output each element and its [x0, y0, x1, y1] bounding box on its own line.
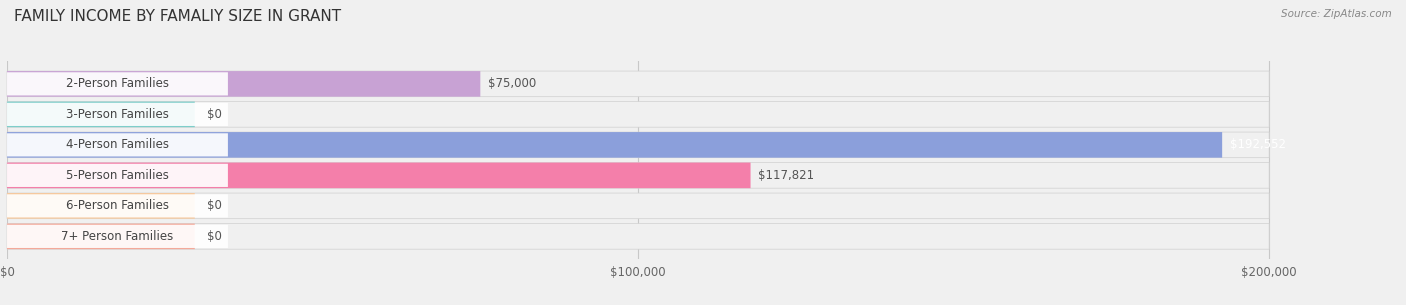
- Text: 6-Person Families: 6-Person Families: [66, 199, 169, 212]
- Text: 2-Person Families: 2-Person Families: [66, 77, 169, 90]
- Text: FAMILY INCOME BY FAMALIY SIZE IN GRANT: FAMILY INCOME BY FAMALIY SIZE IN GRANT: [14, 9, 342, 24]
- FancyBboxPatch shape: [7, 102, 1270, 127]
- FancyBboxPatch shape: [7, 194, 228, 217]
- FancyBboxPatch shape: [7, 71, 481, 97]
- Text: $0: $0: [208, 108, 222, 121]
- FancyBboxPatch shape: [7, 103, 228, 126]
- FancyBboxPatch shape: [7, 225, 228, 248]
- FancyBboxPatch shape: [7, 71, 1270, 97]
- Text: 3-Person Families: 3-Person Families: [66, 108, 169, 121]
- FancyBboxPatch shape: [7, 224, 195, 249]
- Text: $0: $0: [208, 199, 222, 212]
- FancyBboxPatch shape: [7, 133, 228, 156]
- Text: $117,821: $117,821: [758, 169, 814, 182]
- Text: 5-Person Families: 5-Person Families: [66, 169, 169, 182]
- FancyBboxPatch shape: [7, 164, 228, 187]
- FancyBboxPatch shape: [7, 132, 1222, 158]
- FancyBboxPatch shape: [7, 224, 1270, 249]
- Text: 4-Person Families: 4-Person Families: [66, 138, 169, 151]
- FancyBboxPatch shape: [7, 193, 1270, 219]
- Text: Source: ZipAtlas.com: Source: ZipAtlas.com: [1281, 9, 1392, 19]
- FancyBboxPatch shape: [7, 72, 228, 95]
- FancyBboxPatch shape: [7, 132, 1270, 158]
- Text: $75,000: $75,000: [488, 77, 536, 90]
- FancyBboxPatch shape: [7, 193, 195, 219]
- FancyBboxPatch shape: [7, 163, 1270, 188]
- Text: $0: $0: [208, 230, 222, 243]
- FancyBboxPatch shape: [7, 102, 195, 127]
- Text: 7+ Person Families: 7+ Person Families: [62, 230, 173, 243]
- Text: $192,552: $192,552: [1230, 138, 1285, 151]
- FancyBboxPatch shape: [7, 163, 751, 188]
